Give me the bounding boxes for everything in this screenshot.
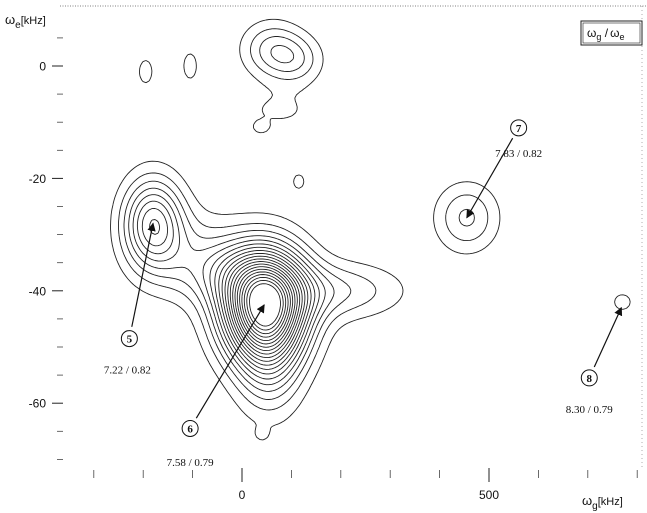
contour-level-10 [224, 255, 306, 362]
legend-label: ωg / ωe [587, 26, 624, 42]
contour-level-7 [141, 208, 316, 375]
peak-7-marker [510, 119, 528, 137]
peak-5-arrow [131, 222, 156, 327]
contour-level-4 [128, 45, 335, 392]
contour-level-14 [234, 266, 296, 348]
contour-level-2 [118, 28, 489, 411]
contour-lines [110, 18, 631, 441]
contour-level-5 [132, 194, 326, 386]
x-tick-label: 500 [479, 488, 499, 502]
contour-level-6 [136, 200, 320, 380]
peak-8-arrow [593, 306, 623, 368]
contour-level-12 [229, 261, 301, 355]
y-tick-label: -40 [29, 284, 47, 298]
peak-7-value: 7.83 / 0.82 [495, 148, 542, 160]
y-tick-label: -60 [29, 397, 47, 411]
peak-5-marker [120, 330, 138, 348]
y-tick-label: 0 [39, 60, 46, 74]
peak-8-marker [580, 369, 598, 387]
contour-level-8 [149, 219, 312, 370]
peak-6-value: 7.58 / 0.79 [167, 457, 215, 469]
peak-annotations: 5 7.22 / 0.82 6 7.58 / 0.79 7 7.83 / 0.82 8 8.3… [104, 119, 623, 469]
contour-level-19 [246, 279, 284, 331]
legend: ωg / ωe [580, 20, 643, 46]
contour-level-1 [110, 18, 631, 441]
y-tick-label: -20 [29, 172, 47, 186]
contour-level-17 [241, 274, 289, 338]
peak-6-marker [181, 419, 199, 437]
contour-level-16 [239, 271, 291, 342]
y-axis-label: ωe[kHz] [5, 12, 46, 31]
axis-ticks: 0 -20 -40 -60 0 500 [29, 37, 638, 502]
peak-6-arrow [195, 304, 265, 419]
contour-level-3 [123, 36, 475, 400]
x-axis-label: ωg[kHz] [582, 493, 623, 512]
peak-8-value: 8.30 / 0.79 [566, 404, 614, 416]
x-tick-label: 0 [239, 488, 246, 502]
peak-7-arrow [466, 137, 514, 219]
contour-level-13 [232, 263, 298, 352]
contour-level-9 [221, 252, 309, 366]
peak-8-number: 8 [587, 373, 593, 385]
peak-6-number: 6 [187, 423, 193, 435]
contour-level-18 [243, 276, 287, 335]
peak-7-number: 7 [516, 123, 522, 135]
peak-5-value: 7.22 / 0.82 [104, 364, 151, 376]
contour-level-11 [227, 258, 303, 359]
contour-level-20 [249, 283, 281, 327]
peak-5-number: 5 [127, 334, 133, 346]
